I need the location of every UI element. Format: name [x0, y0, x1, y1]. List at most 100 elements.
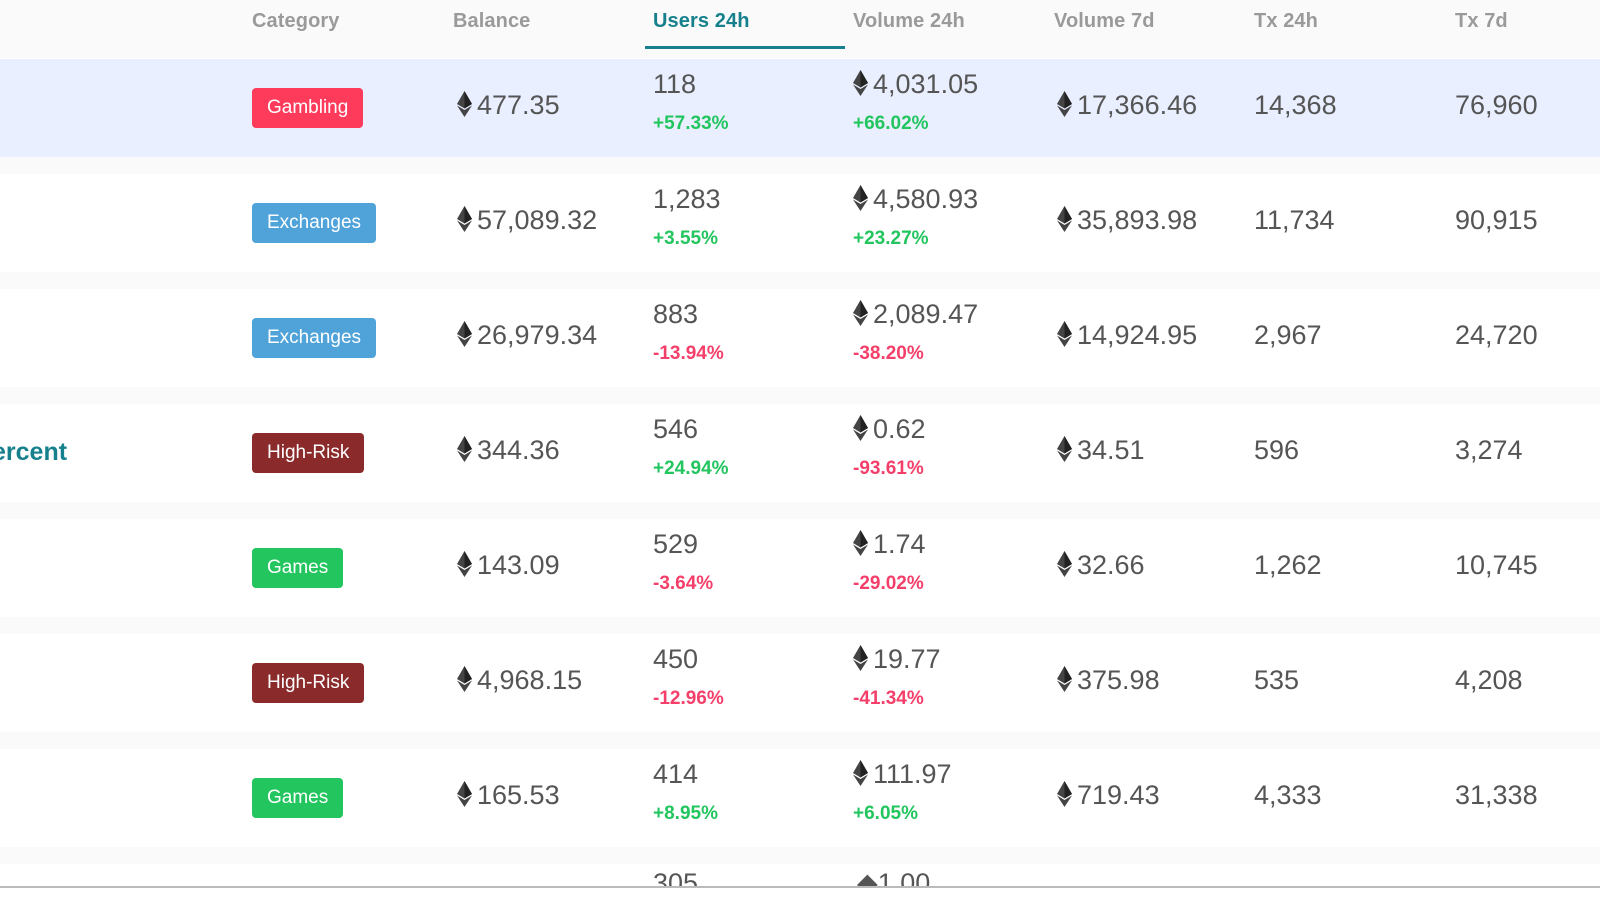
balance-cell: 26,979.34	[457, 320, 597, 351]
header-tx-7d[interactable]: Tx 7d	[1455, 10, 1508, 32]
ethereum-icon	[457, 666, 472, 692]
users-24h-value: 883	[653, 299, 699, 329]
ethereum-icon	[853, 645, 868, 671]
balance-cell: 143.09	[457, 550, 560, 581]
table-row[interactable]: Exchanges 57,089.32 1,283 +3.55% 4,580.93 +23…	[0, 174, 1600, 272]
balance-cell: 4,968.15	[457, 665, 582, 696]
header-tx-24h[interactable]: Tx 24h	[1254, 10, 1318, 32]
row-divider	[0, 732, 1600, 749]
category-badge[interactable]: High-Risk	[252, 663, 365, 703]
table-header: Category Balance Users 24h Volume 24h Vo…	[0, 0, 1600, 58]
volume-24h-main: 4,580.93	[853, 184, 978, 215]
users-24h-change: -12.96%	[653, 688, 724, 709]
ethereum-icon	[1057, 551, 1072, 577]
users-24h-change: -3.64%	[653, 573, 714, 594]
table-row[interactable]: Games 143.09 529 -3.64% 1.74 -29.02% 32.66 1,26…	[0, 519, 1600, 617]
volume-24h-main: 1.74	[853, 529, 926, 560]
category-badge[interactable]: Games	[252, 778, 344, 818]
tx-24h-cell: 11,734	[1254, 205, 1335, 235]
users-24h-value: 529	[653, 529, 699, 559]
volume-24h-value: 1.74	[873, 529, 926, 559]
ethereum-icon	[457, 321, 472, 347]
tx-24h-cell: 1,262	[1254, 550, 1322, 580]
volume-7d-cell-value: 14,924.95	[1077, 320, 1198, 350]
ethereum-icon	[1057, 666, 1072, 692]
ethereum-icon	[457, 436, 472, 462]
balance-cell-value: 26,979.34	[477, 320, 598, 350]
row-divider	[0, 617, 1600, 634]
balance-cell-value: 477.35	[477, 90, 560, 120]
header-balance[interactable]: Balance	[453, 10, 531, 32]
volume-7d-cell: 35,893.98	[1057, 205, 1197, 236]
volume-24h-main: 19.77	[853, 644, 941, 675]
ethereum-icon	[853, 415, 868, 441]
balance-cell: 344.36	[457, 435, 560, 466]
category-badge[interactable]: High-Risk	[252, 433, 365, 473]
tx-7d-cell: 24,720	[1455, 320, 1538, 350]
dapp-name-link[interactable]: ercent	[0, 438, 68, 466]
table-row[interactable]: High-Risk 4,968.15 450 -12.96% 19.77 -41.34% 3…	[0, 634, 1600, 732]
header-users-24h[interactable]: Users 24h	[653, 10, 750, 32]
row-divider	[0, 847, 1600, 864]
header-volume-7d[interactable]: Volume 7d	[1054, 10, 1155, 32]
balance-cell: 477.35	[457, 90, 560, 121]
volume-24h-value: 2,089.47	[873, 299, 979, 329]
sort-indicator	[645, 46, 845, 49]
row-divider	[0, 272, 1600, 289]
table-row[interactable]: Exchanges 26,979.34 883 -13.94% 2,089.47 -38.…	[0, 289, 1600, 387]
tx-24h-cell: 2,967	[1254, 320, 1322, 350]
volume-24h-main: 2,089.47	[853, 299, 978, 330]
header-volume-24h[interactable]: Volume 24h	[853, 10, 965, 32]
ethereum-icon	[457, 91, 472, 117]
table-bottom-border	[0, 886, 1600, 888]
volume-7d-cell-value: 34.51	[1077, 435, 1145, 465]
balance-cell-value: 57,089.32	[477, 205, 598, 235]
partial-row-users: 305	[653, 868, 699, 886]
balance-cell-value: 165.53	[477, 780, 560, 810]
volume-24h-change: -38.20%	[853, 343, 924, 364]
header-category[interactable]: Category	[252, 10, 340, 32]
volume-7d-cell-value: 35,893.98	[1077, 205, 1198, 235]
category-badge[interactable]: Games	[252, 548, 344, 588]
volume-7d-cell: 34.51	[1057, 435, 1145, 466]
balance-cell: 57,089.32	[457, 205, 597, 236]
volume-24h-value: 4,031.05	[873, 69, 979, 99]
volume-7d-cell-value: 32.66	[1077, 550, 1145, 580]
tx-24h-cell: 4,333	[1254, 780, 1322, 810]
volume-24h-change: +66.02%	[853, 113, 929, 134]
users-24h-change: -13.94%	[653, 343, 724, 364]
ethereum-icon	[457, 206, 472, 232]
volume-24h-main: 0.62	[853, 414, 926, 445]
partial-row-volume: ◆1.00	[857, 868, 931, 886]
volume-24h-change: -41.34%	[853, 688, 924, 709]
volume-7d-cell-value: 17,366.46	[1077, 90, 1198, 120]
table-row[interactable]: Games 165.53 414 +8.95% 111.97 +6.05% 719.43 4,…	[0, 749, 1600, 847]
ethereum-icon	[853, 70, 868, 96]
volume-7d-cell-value: 375.98	[1077, 665, 1160, 695]
volume-24h-change: +6.05%	[853, 803, 918, 824]
users-24h-change: +57.33%	[653, 113, 729, 134]
balance-cell-value: 143.09	[477, 550, 560, 580]
tx-7d-cell: 3,274	[1455, 435, 1523, 465]
category-badge[interactable]: Exchanges	[252, 203, 377, 243]
ethereum-icon	[457, 781, 472, 807]
table-row[interactable]: Gambling 477.35 118 +57.33% 4,031.05 +66.02% 1…	[0, 59, 1600, 157]
ethereum-icon	[853, 760, 868, 786]
bottom-strip	[0, 888, 1600, 900]
ethereum-icon	[457, 551, 472, 577]
volume-24h-value: 0.62	[873, 414, 926, 444]
row-divider	[0, 387, 1600, 404]
tx-24h-cell: 14,368	[1254, 90, 1337, 120]
row-divider	[0, 157, 1600, 174]
volume-24h-value: 111.97	[873, 759, 952, 789]
volume-24h-value: 19.77	[873, 644, 941, 674]
tx-7d-cell: 10,745	[1455, 550, 1538, 580]
volume-7d-cell: 375.98	[1057, 665, 1160, 696]
ethereum-icon	[853, 300, 868, 326]
volume-24h-value: 4,580.93	[873, 184, 979, 214]
table-row[interactable]: ercent High-Risk 344.36 546 +24.94% 0.62 -93.6…	[0, 404, 1600, 502]
category-badge[interactable]: Exchanges	[252, 318, 377, 358]
category-badge[interactable]: Gambling	[252, 88, 364, 128]
users-24h-change: +8.95%	[653, 803, 718, 824]
